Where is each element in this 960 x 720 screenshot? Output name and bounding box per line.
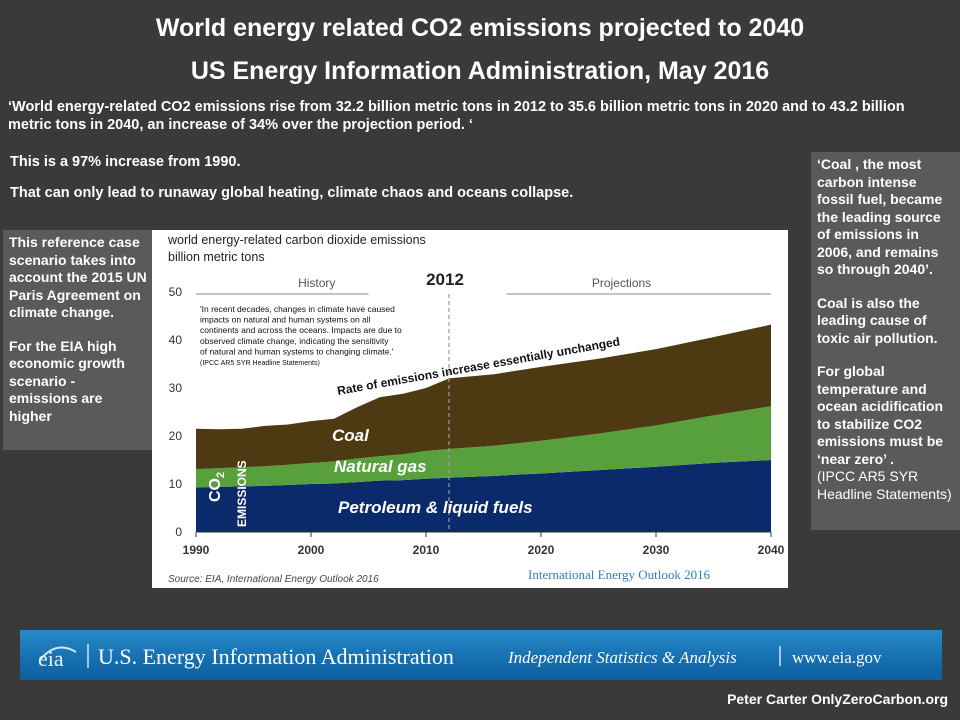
coal-label: Coal <box>332 426 370 445</box>
coal-note-box: ‘Coal , the most carbon intense fossil f… <box>811 152 960 530</box>
emissions-label: EMISSIONS <box>235 460 249 527</box>
ipcc-quote-line: continents and across the oceans. Impact… <box>200 325 402 335</box>
ipcc-quote: 'In recent decades, changes in climate h… <box>200 304 402 356</box>
scenario-note-2: For the EIA high economic growth scenari… <box>9 337 125 424</box>
x-tick-label: 2020 <box>528 543 555 557</box>
ipcc-quote-line: 'In recent decades, changes in climate h… <box>200 304 395 314</box>
year-marker-label: 2012 <box>426 270 464 289</box>
chart-title: world energy-related carbon dioxide emis… <box>167 233 426 247</box>
history-label: History <box>298 276 335 290</box>
x-tick-label: 2000 <box>298 543 325 557</box>
x-tick-label: 2010 <box>413 543 440 557</box>
x-tick-label: 2030 <box>643 543 670 557</box>
co2-label-subscript: 2 <box>215 472 227 478</box>
eia-logo-text: eia <box>38 646 64 671</box>
x-tick-label: 2040 <box>758 543 785 557</box>
y-tick-label: 20 <box>169 429 183 443</box>
coal-note-2: Coal is also the leading cause of toxic … <box>817 294 938 346</box>
co2-label: CO2 <box>207 472 227 502</box>
ipcc-quote-line: observed climate change, indicating the … <box>200 336 389 346</box>
coal-note-1: ‘Coal , the most carbon intense fossil f… <box>817 156 943 277</box>
y-tick-label: 50 <box>169 285 183 299</box>
y-tick-label: 0 <box>175 525 182 539</box>
author-credit: Peter Carter OnlyZeroCarbon.org <box>727 691 948 707</box>
chart-areas <box>196 324 771 532</box>
area-petroleum-liquid-fuels <box>196 460 771 532</box>
ipcc-source: (IPCC AR5 SYR Headline Statements) <box>200 360 320 367</box>
outlook-label: International Energy Outlook 2016 <box>528 567 711 582</box>
scenario-note-1: This reference case scenario takes into … <box>9 234 147 320</box>
coal-note-3: For global temperature and ocean acidifi… <box>817 363 944 467</box>
gas-label: Natural gas <box>334 457 427 476</box>
coal-note-4: (IPCC AR5 SYR Headline Statements) <box>817 468 952 502</box>
co2-label-text: CO <box>207 478 224 502</box>
agency-url[interactable]: www.eia.gov <box>792 648 882 667</box>
agency-tagline: Independent Statistics & Analysis <box>507 648 737 667</box>
agency-name: U.S. Energy Information Administration <box>98 644 454 669</box>
scenario-note-box: This reference case scenario takes into … <box>3 230 153 450</box>
y-tick-label: 30 <box>169 381 183 395</box>
petroleum-label: Petroleum & liquid fuels <box>338 498 533 517</box>
ipcc-quote-line: impacts on natural and human systems on … <box>200 315 371 325</box>
eia-quote: ‘World energy-related CO2 emissions rise… <box>8 99 905 133</box>
ipcc-quote-line: of natural and human systems to changing… <box>200 346 394 356</box>
eia-banner: eia U.S. Energy Information Administrati… <box>20 630 942 680</box>
y-tick-label: 10 <box>169 477 183 491</box>
emissions-chart: world energy-related carbon dioxide emis… <box>152 230 788 588</box>
eia-banner-svg: eia U.S. Energy Information Administrati… <box>38 644 882 671</box>
source-label: Source: EIA, International Energy Outloo… <box>168 574 379 585</box>
area-coal <box>196 324 771 470</box>
area-natural-gas <box>196 406 771 488</box>
chart-units: billion metric tons <box>168 250 265 264</box>
main-title: World energy related CO2 emissions proje… <box>155 14 805 42</box>
consequence-statement: That can only lead to runaway global hea… <box>10 185 574 201</box>
projections-label: Projections <box>592 276 651 290</box>
x-tick-label: 1990 <box>183 543 210 557</box>
subtitle: US Energy Information Administration, Ma… <box>190 57 770 85</box>
increase-statement: This is a 97% increase from 1990. <box>10 154 241 170</box>
eia-logo-icon <box>39 646 77 661</box>
emissions-chart-svg: world energy-related carbon dioxide emis… <box>167 233 785 585</box>
y-tick-label: 40 <box>169 333 183 347</box>
